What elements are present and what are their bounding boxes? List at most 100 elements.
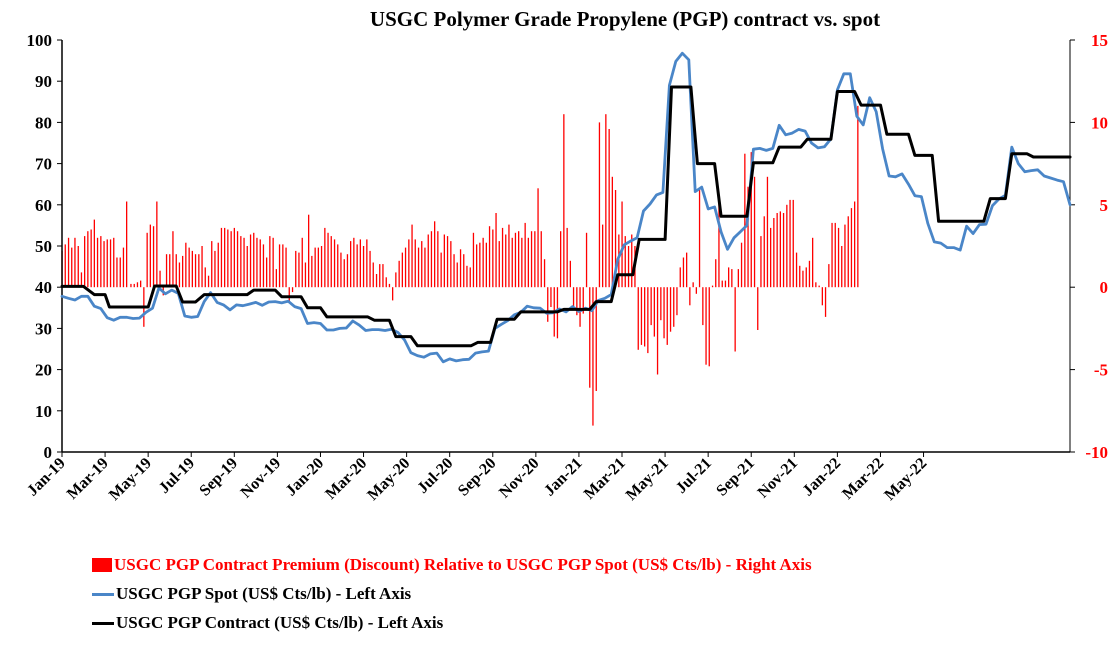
premium-bar — [366, 239, 368, 288]
premium-bar — [64, 244, 66, 288]
premium-bar — [140, 280, 142, 288]
premium-bar — [514, 232, 517, 288]
premium-bar — [392, 287, 394, 301]
premium-bar — [156, 201, 158, 288]
premium-bar — [130, 283, 132, 288]
premium-bar — [182, 255, 184, 288]
premium-bar — [398, 260, 400, 288]
premium-bar — [644, 287, 646, 347]
premium-bar — [492, 229, 494, 288]
premium-bar — [230, 231, 232, 288]
legend-label-premium: USGC PGP Contract Premium (Discount) Rel… — [114, 555, 812, 574]
premium-bar — [602, 224, 604, 288]
legend-swatch-contract — [92, 621, 114, 625]
x-tick-label: Jan-20 — [283, 455, 328, 500]
legend-swatch-spot — [92, 592, 114, 596]
premium-bar — [116, 257, 118, 288]
premium-bar — [324, 227, 326, 288]
premium-bar — [770, 227, 772, 288]
premium-bar — [343, 259, 345, 288]
left-tick-label: 90 — [35, 72, 52, 91]
premium-bar — [747, 186, 749, 288]
premium-bar — [211, 241, 213, 288]
premium-bar — [537, 188, 539, 288]
premium-bar — [96, 237, 99, 288]
premium-bar — [692, 282, 694, 288]
premium-bar — [576, 287, 578, 316]
premium-bar — [350, 241, 352, 288]
premium-bar — [185, 242, 187, 288]
premium-bar — [430, 231, 433, 288]
x-tick-label: May-21 — [623, 455, 672, 504]
premium-bar — [136, 282, 139, 288]
premium-bar — [540, 231, 542, 288]
premium-bar — [598, 122, 601, 288]
premium-bar — [750, 152, 752, 288]
premium-bar — [753, 176, 756, 288]
premium-bar — [550, 287, 552, 307]
x-tick-label: Jan-21 — [541, 455, 586, 500]
premium-bars — [61, 105, 859, 426]
x-tick-label: Jul-19 — [156, 455, 198, 497]
premium-bar — [673, 287, 675, 327]
x-tick-label: May-19 — [106, 455, 155, 504]
premium-bar — [320, 246, 323, 288]
premium-bar — [676, 287, 678, 316]
premium-bar — [191, 250, 193, 288]
x-tick-label: Nov-19 — [238, 455, 285, 502]
premium-bar — [476, 244, 478, 288]
x-tick-label: Nov-21 — [755, 455, 802, 502]
premium-bar — [152, 226, 155, 288]
left-tick-label: 10 — [35, 402, 52, 421]
premium-bar — [698, 188, 701, 288]
premium-bar — [702, 287, 704, 326]
premium-bar — [453, 254, 455, 288]
premium-bar — [734, 287, 736, 352]
premium-bar — [757, 287, 759, 330]
premium-bar — [204, 267, 206, 288]
premium-bar — [815, 282, 817, 288]
premium-bar — [178, 262, 181, 288]
premium-bar — [285, 247, 287, 288]
premium-bar — [291, 287, 294, 293]
premium-bar — [80, 272, 83, 288]
premium-bar — [585, 232, 588, 288]
premium-bar — [621, 201, 623, 288]
premium-bar — [511, 237, 513, 288]
premium-bar — [233, 227, 235, 288]
left-tick-label: 70 — [35, 155, 52, 174]
premium-bar — [198, 254, 200, 288]
premium-bar — [119, 257, 121, 288]
legend-item-premium: USGC PGP Contract Premium (Discount) Rel… — [92, 555, 812, 575]
premium-bar — [113, 237, 115, 288]
premium-bar — [375, 274, 378, 288]
premium-bar — [627, 246, 630, 288]
premium-bar — [220, 227, 223, 288]
premium-bar — [572, 287, 575, 307]
left-tick-label: 60 — [35, 196, 52, 215]
premium-bar — [650, 287, 652, 326]
premium-bar — [437, 231, 439, 288]
premium-bar — [372, 262, 374, 288]
premium-bar — [740, 242, 743, 288]
premium-bar — [530, 231, 533, 288]
premium-bar — [812, 237, 814, 288]
premium-bar — [175, 254, 177, 288]
x-tick-label: Sep-21 — [713, 455, 758, 500]
premium-bar — [737, 269, 739, 288]
premium-bar — [333, 239, 336, 288]
premium-bar — [259, 239, 261, 288]
legend-label-spot: USGC PGP Spot (US$ Cts/lb) - Left Axis — [116, 584, 412, 603]
premium-bar — [595, 287, 597, 391]
premium-bar — [631, 234, 633, 288]
premium-bar — [789, 199, 791, 288]
premium-bar — [246, 246, 248, 288]
premium-bar — [841, 246, 843, 288]
premium-bar — [624, 236, 626, 288]
premium-bar — [705, 287, 707, 365]
price-lines — [60, 51, 1072, 364]
premium-bar — [103, 241, 105, 288]
premium-bar — [582, 287, 584, 314]
premium-bar — [518, 231, 520, 288]
premium-bar — [640, 287, 643, 345]
